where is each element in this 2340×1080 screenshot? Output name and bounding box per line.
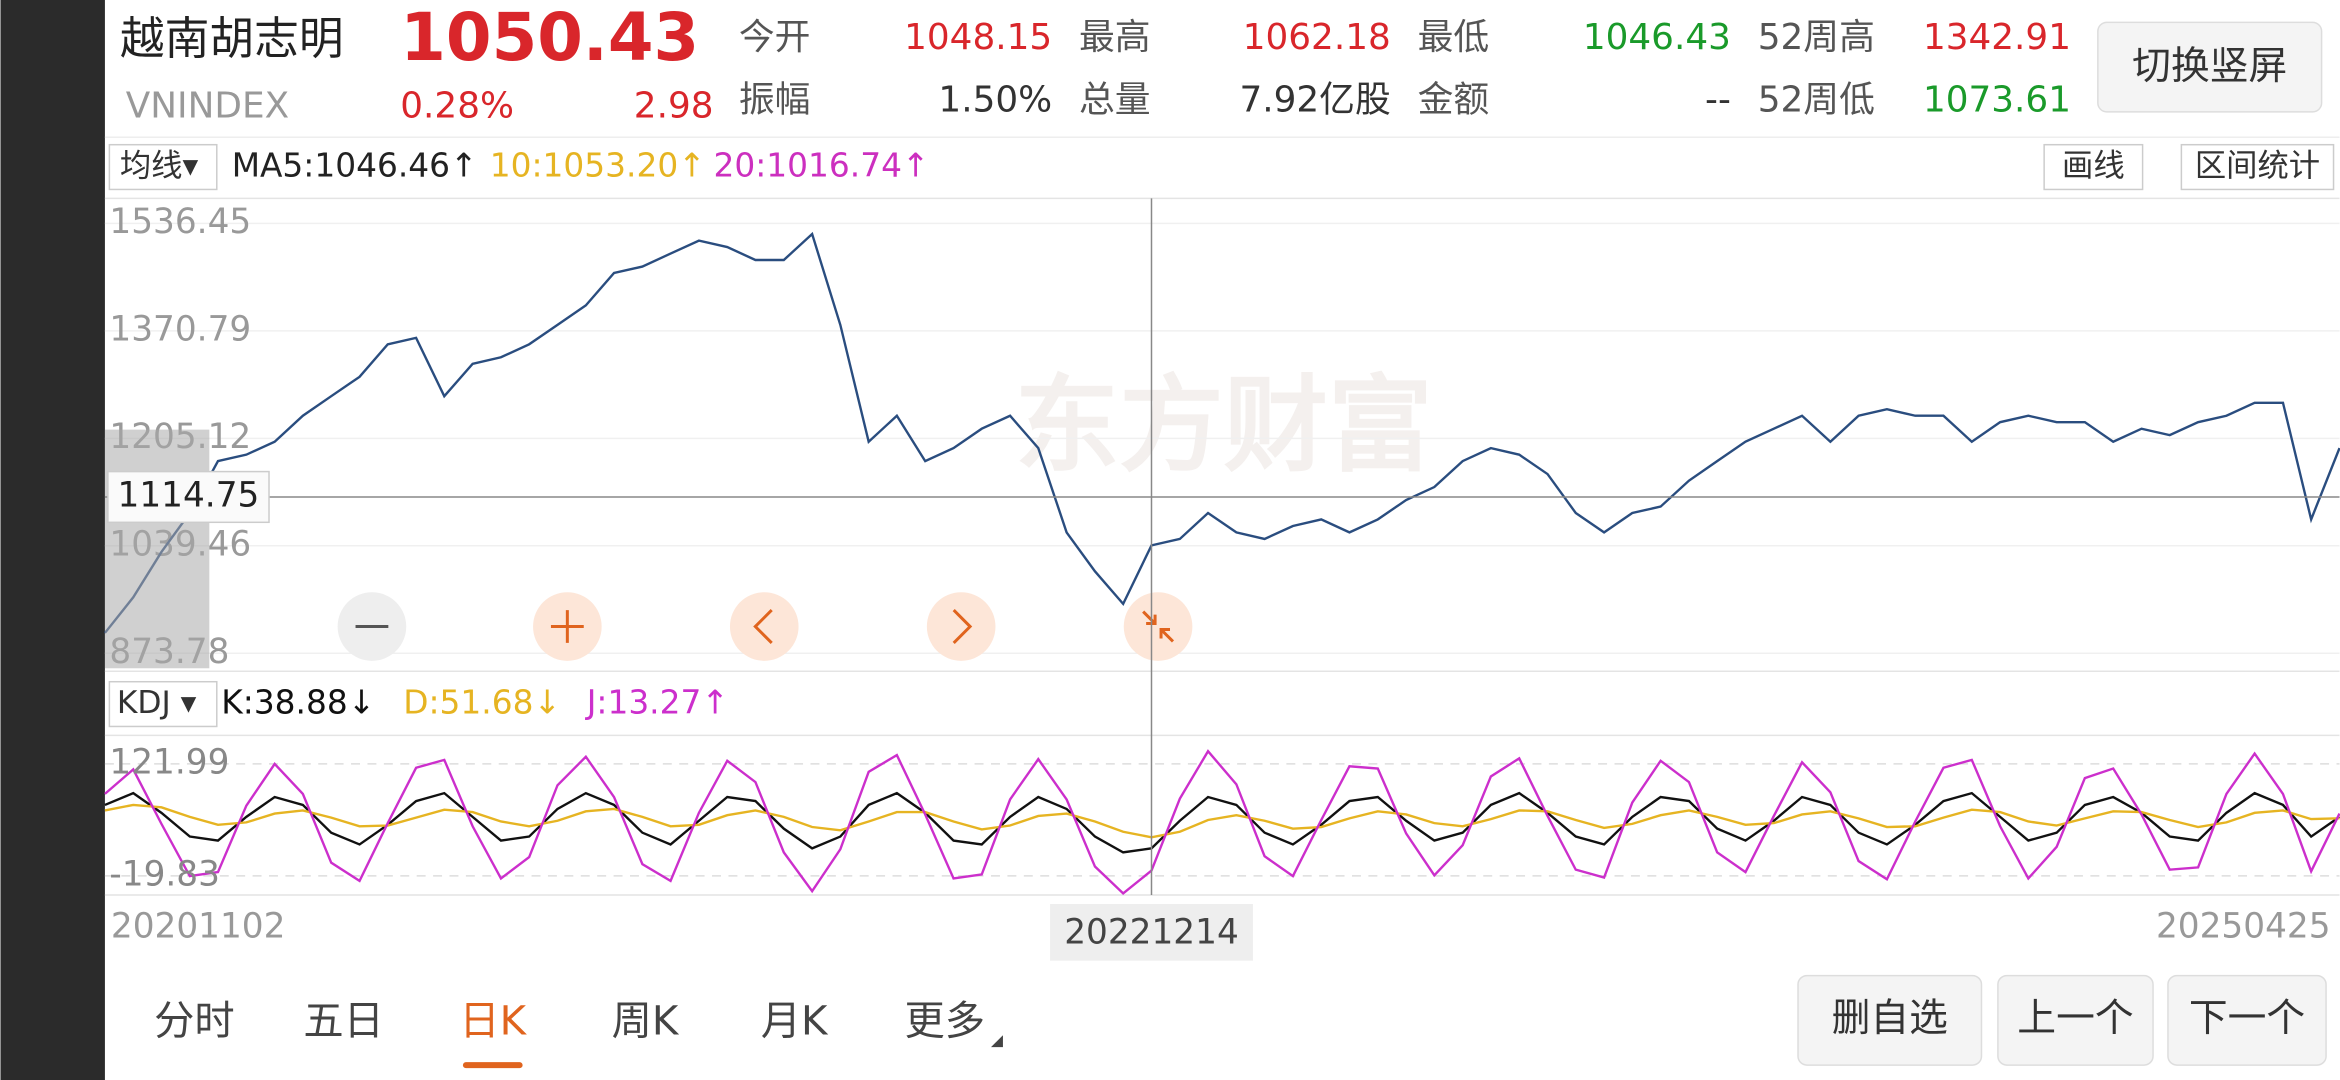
- legend-item: J:13.27↑: [585, 684, 729, 722]
- pan-right-icon[interactable]: [952, 609, 973, 644]
- legend-item: D:51.68↓: [403, 684, 561, 722]
- action-button-label[interactable]: 上一个: [2017, 996, 2133, 1041]
- kdj-selector[interactable]: [108, 680, 218, 728]
- period-tabs: 分时 五日 日K 周K 月K 更多: [154, 998, 1003, 1069]
- price-line: [103, 231, 2340, 634]
- action-buttons: 删自选 上一个 下一个: [1797, 974, 2327, 1066]
- field-label: 最高: [1079, 17, 1151, 58]
- action-button-label[interactable]: 下一个: [2189, 996, 2305, 1041]
- range-button[interactable]: [2180, 143, 2335, 191]
- legend-item: K:38.88↓: [221, 684, 375, 722]
- scroll-handle[interactable]: [104, 429, 210, 669]
- field-label: 总量: [1079, 79, 1151, 120]
- tab[interactable]: 分时: [154, 998, 235, 1044]
- tab[interactable]: 日K: [459, 998, 527, 1044]
- ma-legend-item: MA5:1046.46↑: [232, 147, 478, 185]
- range-button-label[interactable]: 区间统计: [2195, 148, 2320, 184]
- pan-left-button[interactable]: [729, 592, 799, 661]
- field-value: 1046.43: [1583, 17, 1731, 58]
- rotate-button-label[interactable]: 切换竖屏: [2132, 44, 2287, 89]
- x-tick-label: 20250425: [2156, 906, 2331, 946]
- change-pct: 0.28%: [400, 85, 514, 126]
- pan-right-button[interactable]: [926, 592, 996, 661]
- field-value: 7.92亿股: [1239, 79, 1390, 120]
- side-bar: [0, 0, 105, 1080]
- field-value: 1062.18: [1243, 17, 1391, 58]
- reset-button[interactable]: [1123, 592, 1193, 661]
- action-button[interactable]: [2167, 974, 2327, 1066]
- pan-left-icon[interactable]: [753, 609, 773, 644]
- x-label-box: [1050, 903, 1253, 961]
- crosshair-label: 1114.75: [118, 475, 260, 515]
- change: 2.98: [634, 85, 714, 126]
- action-button-label[interactable]: 删自选: [1832, 996, 1948, 1041]
- kdj-chart: -19.83 121.99: [104, 742, 2340, 895]
- draw-button[interactable]: [2043, 143, 2144, 191]
- reset-icon[interactable]: [1142, 610, 1175, 643]
- ma-legend: MA5:1046.46↑ 10:1053.20↑ 20:1016.74↑: [232, 147, 930, 185]
- y-tick-label: 121.99: [109, 742, 229, 782]
- field-label: 最低: [1418, 17, 1490, 58]
- ma-selector-label[interactable]: 均线▾: [120, 148, 199, 184]
- field-value: 1.50%: [938, 79, 1052, 120]
- ma-legend-item: 20:1016.74↑: [714, 147, 930, 185]
- indicator-line: [104, 791, 2340, 854]
- field-value: 1073.61: [1923, 79, 2071, 120]
- stock-code: VNINDEX: [126, 85, 289, 126]
- tab[interactable]: 周K: [612, 998, 680, 1044]
- tab[interactable]: 五日: [303, 998, 384, 1044]
- tab[interactable]: 月K: [761, 998, 829, 1044]
- field-value: 1048.15: [904, 17, 1052, 58]
- field-label: 今开: [739, 17, 811, 58]
- quote-fields: 今开 1048.15 最高 1062.18 最低 1046.43 52周高 1342.91 振幅…: [739, 17, 2071, 121]
- kdj-selector-label[interactable]: KDJ ▾: [117, 685, 197, 721]
- field-value: 1342.91: [1923, 17, 2071, 58]
- y-tick-label: 1370.79: [109, 309, 251, 349]
- action-button[interactable]: [1997, 974, 2154, 1066]
- crosshair-label-box: [107, 470, 270, 524]
- indicator-line: [104, 749, 2340, 895]
- rotate-button[interactable]: [2097, 21, 2323, 113]
- action-button[interactable]: [1797, 974, 1983, 1066]
- ma-selector[interactable]: [108, 143, 218, 191]
- more-indicator: [990, 1035, 1003, 1048]
- stock-price: 1050.43: [400, 0, 699, 76]
- ma-legend-item: 10:1053.20↑: [490, 147, 706, 185]
- field-label: 振幅: [739, 79, 811, 120]
- stock-name: 越南胡志明: [120, 12, 344, 65]
- zoom-in-icon[interactable]: [550, 610, 584, 643]
- field-value: --: [1705, 79, 1731, 120]
- field-label: 52周低: [1758, 79, 1875, 120]
- tab-underline: [462, 1062, 523, 1069]
- watermark: 东方财富: [1015, 364, 1433, 486]
- y-tick-label: -19.83: [109, 854, 220, 894]
- tab[interactable]: 更多: [904, 998, 985, 1044]
- x-tick-label: 20221214: [1064, 912, 1239, 952]
- x-tick-label: 20201102: [111, 906, 286, 946]
- draw-button-label[interactable]: 画线: [2062, 148, 2125, 184]
- indicator-line: [104, 803, 2340, 839]
- field-label: 52周高: [1758, 17, 1875, 58]
- y-tick-label: 1536.45: [109, 202, 251, 242]
- field-label: 金额: [1418, 79, 1490, 120]
